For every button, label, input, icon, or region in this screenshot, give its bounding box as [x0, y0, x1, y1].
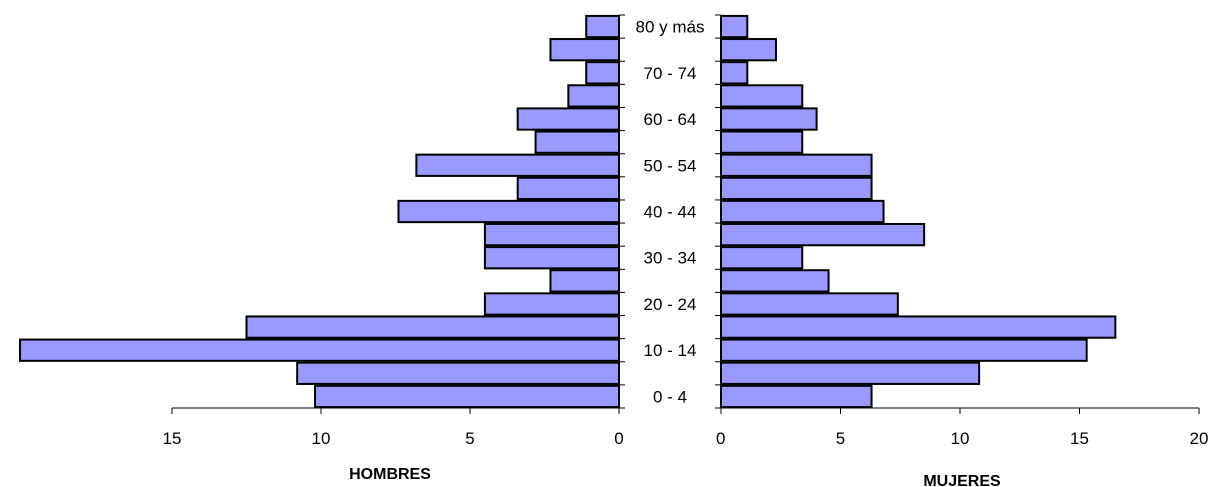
hombres-bar	[397, 199, 621, 224]
hombres-tick-label: 15	[163, 429, 182, 448]
hombres-bar	[549, 269, 621, 293]
age-group-labels: 0 - 4 10 - 14 20 - 24 30 - 34 40 - 44 50 - 54…	[636, 18, 705, 407]
age-group-label: 20 - 24	[644, 295, 697, 314]
hombres-bar	[483, 246, 620, 270]
hombres-bar	[314, 384, 620, 409]
age-group-label: 40 - 44	[644, 203, 697, 222]
mujeres-axis-title: MUJERES	[923, 473, 1001, 487]
hombres-bar	[483, 292, 620, 316]
mujeres-tick-label: 10	[951, 429, 970, 448]
mujeres-bar	[720, 199, 885, 224]
age-group-label: 80 y más	[636, 18, 705, 37]
mujeres-tick-label: 15	[1070, 429, 1089, 448]
mujeres-bar	[720, 292, 899, 316]
age-group-label: 70 - 74	[644, 64, 697, 83]
mujeres-bar	[720, 269, 830, 293]
mujeres-tick-label: 20	[1190, 429, 1209, 448]
mujeres-tick-label: 5	[836, 429, 845, 448]
hombres-bar	[585, 14, 620, 39]
mujeres-axis: 0 5 10 15 20	[715, 14, 1209, 448]
mujeres-tick-label: 0	[716, 429, 725, 448]
hombres-bar	[483, 222, 620, 247]
hombres-tick-label: 5	[465, 429, 474, 448]
hombres-bar	[585, 61, 620, 85]
hombres-axis: 15 10 5 0	[163, 14, 625, 448]
hombres-bar	[19, 338, 620, 362]
hombres-bars	[19, 14, 621, 409]
mujeres-bar	[720, 361, 981, 385]
mujeres-bar	[720, 14, 749, 39]
mujeres-bar	[720, 84, 804, 108]
hombres-bar	[415, 153, 620, 177]
hombres-bar	[245, 315, 620, 339]
mujeres-bar	[720, 130, 804, 154]
mujeres-bar	[720, 315, 1117, 339]
hombres-bar	[567, 84, 621, 108]
age-group-label: 10 - 14	[644, 341, 697, 360]
mujeres-bar	[720, 61, 749, 85]
hombres-bar	[549, 38, 621, 62]
age-group-label: 50 - 54	[644, 156, 697, 175]
mujeres-bar	[720, 246, 804, 270]
age-group-label: 60 - 64	[644, 110, 697, 129]
mujeres-bar	[720, 222, 926, 247]
hombres-tick-label: 0	[614, 429, 623, 448]
mujeres-bar	[720, 107, 818, 131]
age-group-label: 30 - 34	[644, 249, 697, 268]
hombres-tick-label: 10	[312, 429, 331, 448]
hombres-bar	[516, 176, 620, 201]
mujeres-bar	[720, 153, 873, 177]
hombres-bar	[534, 130, 620, 154]
hombres-bar	[296, 361, 620, 385]
mujeres-bar	[720, 384, 873, 409]
hombres-bar	[516, 107, 620, 131]
mujeres-bar	[720, 338, 1088, 362]
mujeres-bars	[720, 14, 1117, 409]
mujeres-bar	[720, 38, 777, 62]
age-group-label: 0 - 4	[653, 387, 687, 406]
hombres-axis-title: HOMBRES	[349, 466, 431, 483]
mujeres-bar	[720, 176, 873, 201]
